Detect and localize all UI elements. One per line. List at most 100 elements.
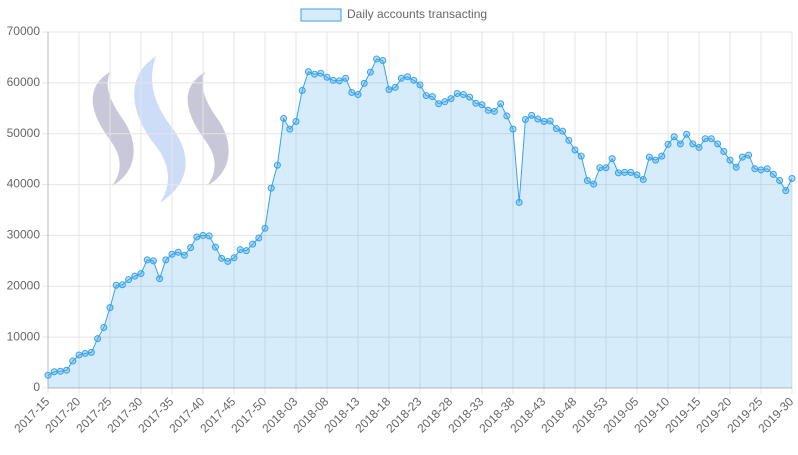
point (701, 135, 709, 143)
point (174, 248, 182, 256)
point (453, 90, 461, 98)
point (571, 146, 579, 154)
point (683, 130, 691, 138)
point (131, 272, 139, 280)
point (404, 73, 412, 81)
point (335, 77, 343, 85)
point (608, 155, 616, 163)
point (763, 165, 771, 173)
point (193, 233, 201, 241)
point (559, 127, 567, 135)
point (695, 143, 703, 151)
legend-label: Daily accounts transacting (347, 7, 487, 21)
point (94, 335, 102, 343)
point (459, 91, 467, 99)
point (782, 187, 790, 195)
point (360, 79, 368, 87)
point (317, 69, 325, 77)
point (689, 140, 697, 148)
point (87, 348, 95, 356)
point (658, 152, 666, 160)
point (366, 68, 374, 76)
point (162, 256, 170, 264)
point (546, 117, 554, 125)
point (497, 100, 505, 108)
y-tick-label: 50000 (7, 126, 41, 140)
point (577, 152, 585, 160)
point (509, 125, 517, 133)
point (627, 168, 635, 176)
point (447, 95, 455, 103)
point (391, 83, 399, 91)
point (273, 161, 281, 169)
point (56, 367, 64, 375)
point (397, 74, 405, 82)
point (769, 170, 777, 178)
point (286, 125, 294, 133)
point (422, 92, 430, 100)
point (528, 111, 536, 119)
point (738, 153, 746, 161)
point (745, 151, 753, 159)
y-tick-label: 10000 (7, 329, 41, 343)
point (751, 165, 759, 173)
point (354, 91, 362, 99)
point (168, 250, 176, 258)
point (639, 175, 647, 183)
point (44, 371, 52, 379)
y-tick-label: 70000 (7, 24, 41, 38)
point (118, 281, 126, 289)
point (143, 256, 151, 264)
line (47, 58, 793, 376)
point (379, 56, 387, 64)
point (565, 136, 573, 144)
point (205, 232, 213, 240)
point (230, 254, 238, 262)
point (149, 257, 157, 265)
point (614, 169, 622, 177)
point (788, 174, 796, 182)
point (726, 156, 734, 164)
point (298, 86, 306, 94)
point (211, 243, 219, 251)
point (125, 276, 133, 284)
point (478, 101, 486, 109)
point (707, 135, 715, 143)
point (732, 163, 740, 171)
point (112, 281, 120, 289)
point (329, 76, 337, 84)
point (385, 85, 393, 93)
point (156, 275, 164, 283)
point (490, 107, 498, 115)
y-tick-label: 30000 (7, 228, 41, 242)
point (267, 184, 275, 192)
point (583, 177, 591, 185)
point (757, 166, 765, 174)
legend: Daily accounts transacting (300, 7, 487, 22)
point (280, 114, 288, 122)
point (236, 246, 244, 254)
point (242, 247, 250, 255)
point (410, 76, 418, 84)
point (137, 270, 145, 278)
point (676, 140, 684, 148)
point (776, 177, 784, 185)
point (645, 153, 653, 161)
point (670, 133, 678, 141)
y-tick-label: 60000 (7, 75, 41, 89)
point (304, 68, 312, 76)
point (69, 357, 77, 365)
point (602, 164, 610, 172)
point (484, 106, 492, 114)
point (255, 234, 263, 242)
point (224, 257, 232, 265)
point (534, 115, 542, 123)
point (720, 148, 728, 156)
point (292, 118, 300, 126)
point (348, 89, 356, 97)
point (441, 98, 449, 106)
point (596, 164, 604, 172)
point (503, 112, 511, 120)
watermark-logo (92, 56, 229, 203)
